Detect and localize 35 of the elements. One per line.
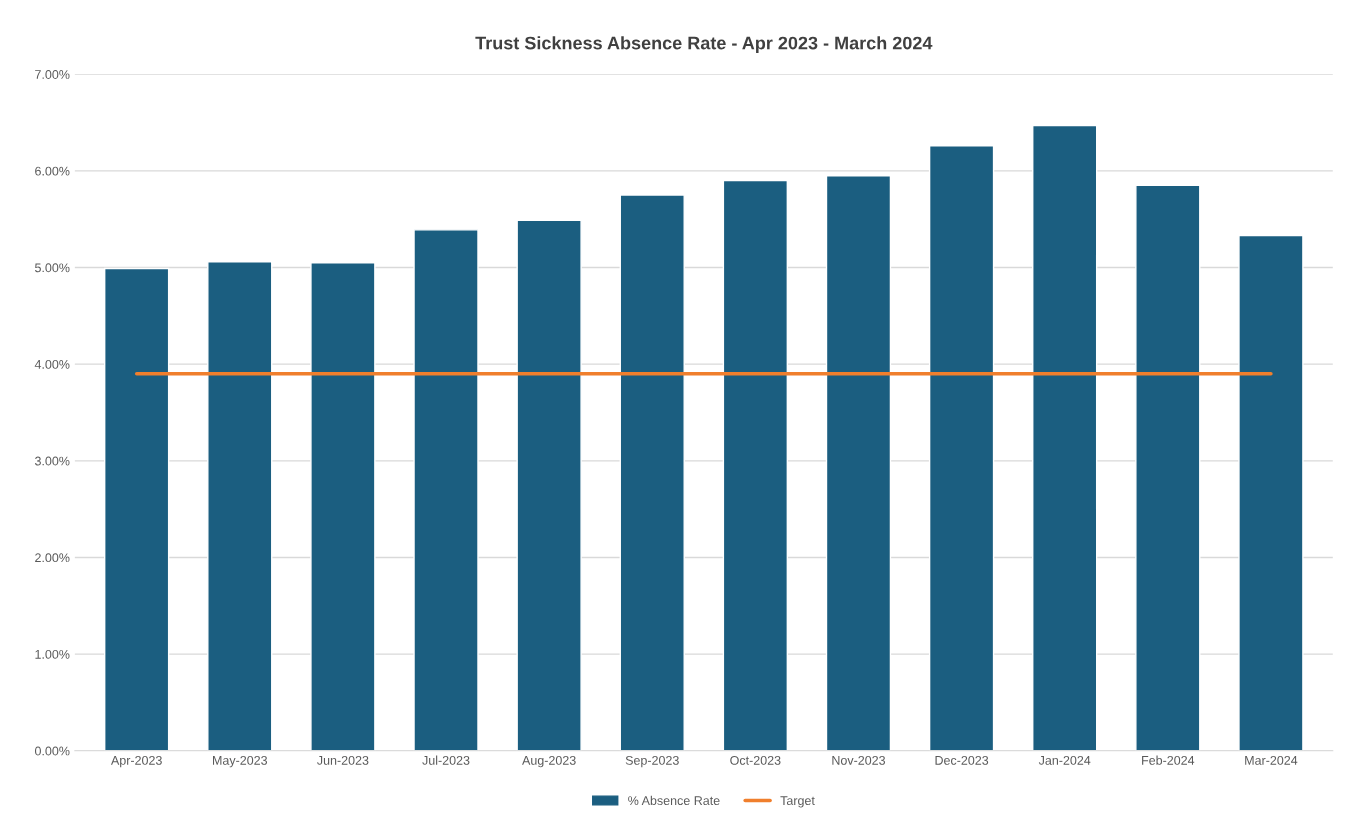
x-tick-label: Feb-2024 (1142, 755, 1195, 765)
bar (1032, 124, 1098, 751)
bar (928, 145, 995, 751)
x-tick-label: Oct-2023 (730, 755, 781, 765)
y-tick-label: 2.00% (35, 553, 70, 563)
y-tick-label: 5.00% (35, 263, 70, 273)
x-tick-label: Jul-2023 (422, 755, 470, 765)
legend-label: Target (780, 796, 815, 808)
bar (825, 175, 892, 751)
bar (1135, 184, 1201, 751)
x-tick-label: Dec-2023 (935, 755, 989, 765)
bar (516, 219, 582, 751)
y-tick-label: 7.00% (35, 70, 70, 79)
x-tick-label: Sep-2023 (625, 755, 679, 768)
bar (310, 262, 376, 751)
legend-label: % Absence Rate (628, 795, 720, 806)
bar (619, 194, 685, 751)
y-tick-label: 4.00% (34, 359, 70, 369)
x-tick-label: Nov-2023 (832, 755, 886, 765)
x-tick-label: Apr-2023 (110, 755, 162, 768)
bar (207, 261, 273, 751)
x-tick-label: Mar-2024 (1245, 755, 1298, 765)
chart-title: Trust Sickness Absence Rate - Apr 2023 - March 2024 (475, 36, 933, 53)
bar (722, 179, 789, 751)
y-tick-label: 6.00% (35, 166, 70, 176)
x-tick-label: May-2023 (213, 755, 268, 768)
y-tick-label: 3.00% (34, 456, 70, 466)
bar (1238, 234, 1304, 751)
y-tick-label: 0.00% (34, 746, 70, 756)
x-tick-label: Jan-2024 (1038, 755, 1091, 765)
y-tick-label: 1.00% (35, 649, 70, 659)
bar (104, 267, 170, 751)
x-tick-label: Aug-2023 (522, 755, 576, 768)
bar (413, 229, 479, 751)
x-tick-label: Jun-2023 (317, 755, 369, 765)
